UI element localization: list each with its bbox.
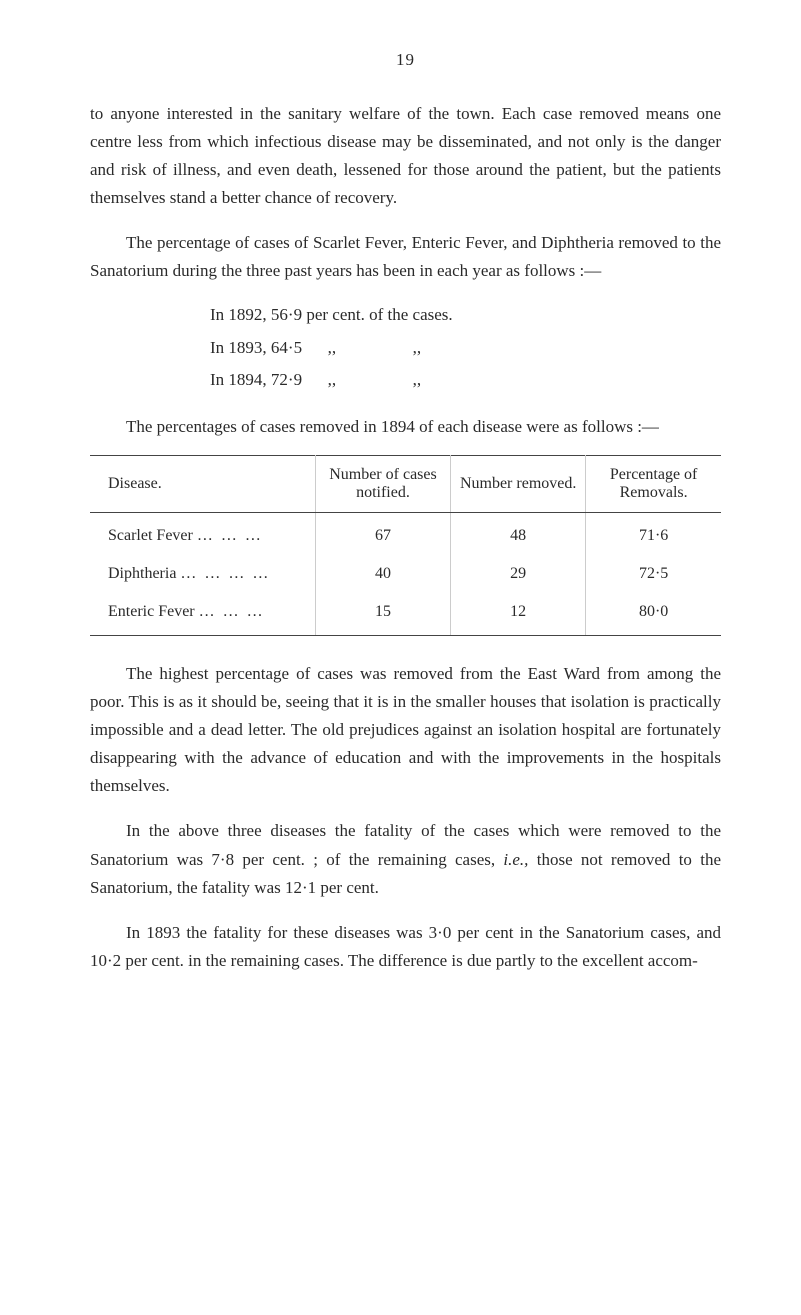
paragraph-5: In the above three diseases the fatality… — [90, 817, 721, 901]
cell-removed: 12 — [451, 593, 586, 636]
cell-percentage: 71·6 — [586, 513, 721, 556]
leader-dots: … … … — [199, 603, 265, 620]
year-row-1892: In 1892, 56·9 per cent. of the cases. — [210, 299, 721, 331]
paragraph-6: In 1893 the fatality for these diseases … — [90, 919, 721, 975]
col-header-removed: Number removed. — [451, 456, 586, 513]
cell-removed: 48 — [451, 513, 586, 556]
table-row: Scarlet Fever … … … 67 48 71·6 — [90, 513, 721, 556]
disease-name: Enteric Fever — [108, 603, 195, 620]
page: 19 to anyone interested in the sanitary … — [0, 0, 801, 1315]
table-row: Diphtheria … … … … 40 29 72·5 — [90, 555, 721, 593]
paragraph-3: The percentages of cases removed in 1894… — [90, 413, 721, 441]
year-text: In 1892, 56·9 per cent. of the cases. — [210, 299, 453, 331]
p5-italic: i.e., — [503, 850, 528, 869]
cell-disease: Diphtheria … … … … — [90, 555, 315, 593]
removals-table: Disease. Number of cases notified. Numbe… — [90, 455, 721, 636]
table-header-row: Disease. Number of cases notified. Numbe… — [90, 456, 721, 513]
leader-dots: … … … … — [180, 565, 270, 582]
leader-dots: … … … — [197, 527, 263, 544]
col-header-percentage: Percentage of Removals. — [586, 456, 721, 513]
year-row-1893: In 1893, 64·5 ,, ,, — [210, 332, 721, 364]
cell-percentage: 80·0 — [586, 593, 721, 636]
col-header-disease: Disease. — [90, 456, 315, 513]
year-percent-list: In 1892, 56·9 per cent. of the cases. In… — [210, 299, 721, 396]
table-row: Enteric Fever … … … 15 12 80·0 — [90, 593, 721, 636]
year-text: In 1893, 64·5 ,, ,, — [210, 332, 421, 364]
cell-disease: Enteric Fever … … … — [90, 593, 315, 636]
cell-notified: 15 — [315, 593, 450, 636]
paragraph-4: The highest percentage of cases was remo… — [90, 660, 721, 800]
cell-notified: 67 — [315, 513, 450, 556]
col-header-notified: Number of cases notified. — [315, 456, 450, 513]
paragraph-1: to anyone interested in the sanitary wel… — [90, 100, 721, 212]
cell-disease: Scarlet Fever … … … — [90, 513, 315, 556]
disease-name: Scarlet Fever — [108, 527, 193, 544]
page-number: 19 — [90, 50, 721, 70]
cell-percentage: 72·5 — [586, 555, 721, 593]
cell-removed: 29 — [451, 555, 586, 593]
disease-name: Diphtheria — [108, 565, 176, 582]
year-row-1894: In 1894, 72·9 ,, ,, — [210, 364, 721, 396]
paragraph-2: The percentage of cases of Scarlet Fever… — [90, 229, 721, 285]
year-text: In 1894, 72·9 ,, ,, — [210, 364, 421, 396]
cell-notified: 40 — [315, 555, 450, 593]
